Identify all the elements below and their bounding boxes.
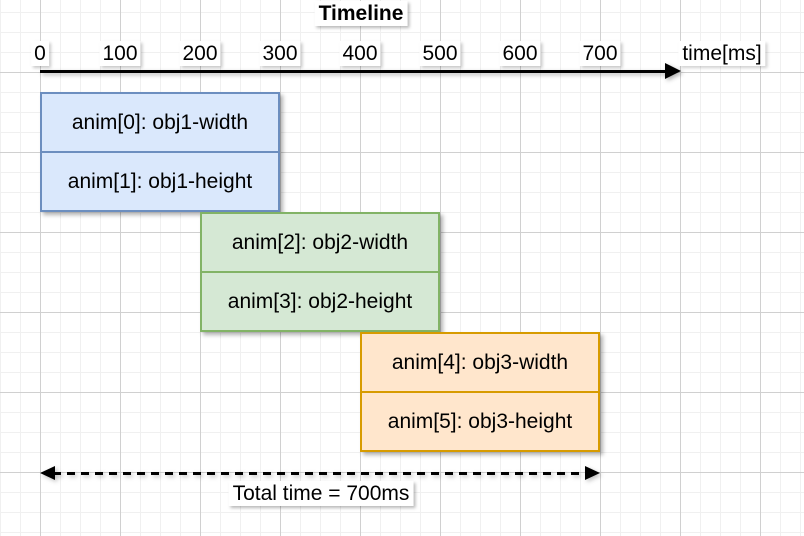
anim-row-3: anim[3]: obj2-height — [202, 271, 438, 330]
anim-track-obj1: anim[0]: obj1-width anim[1]: obj1-height — [40, 92, 280, 212]
axis-tick-700: 700 — [579, 41, 621, 66]
anim-row-5: anim[5]: obj3-height — [362, 391, 598, 450]
total-time-dashed-line — [53, 472, 587, 475]
axis-tick-600: 600 — [499, 41, 541, 66]
axis-tick-200: 200 — [179, 41, 221, 66]
axis-tick-400: 400 — [339, 41, 381, 66]
arrow-left-icon — [40, 466, 55, 480]
axis-tick-0: 0 — [31, 41, 49, 66]
diagram-title: Timeline — [314, 1, 408, 26]
axis-line — [40, 70, 667, 73]
anim-row-2: anim[2]: obj2-width — [231, 230, 409, 254]
arrow-right-icon — [585, 466, 600, 480]
axis-tick-300: 300 — [259, 41, 301, 66]
axis-unit-label: time[ms] — [678, 41, 766, 66]
anim-row-4: anim[4]: obj3-width — [391, 350, 569, 374]
axis-arrowhead-icon — [665, 63, 681, 79]
axis-tick-100: 100 — [99, 41, 141, 66]
anim-track-obj3: anim[4]: obj3-width anim[5]: obj3-height — [360, 332, 600, 452]
anim-track-obj2: anim[2]: obj2-width anim[3]: obj2-height — [200, 212, 440, 332]
total-time-label: Total time = 700ms — [228, 481, 414, 506]
anim-row-0: anim[0]: obj1-width — [71, 110, 249, 134]
axis-tick-500: 500 — [419, 41, 461, 66]
anim-row-1: anim[1]: obj1-height — [42, 151, 278, 210]
